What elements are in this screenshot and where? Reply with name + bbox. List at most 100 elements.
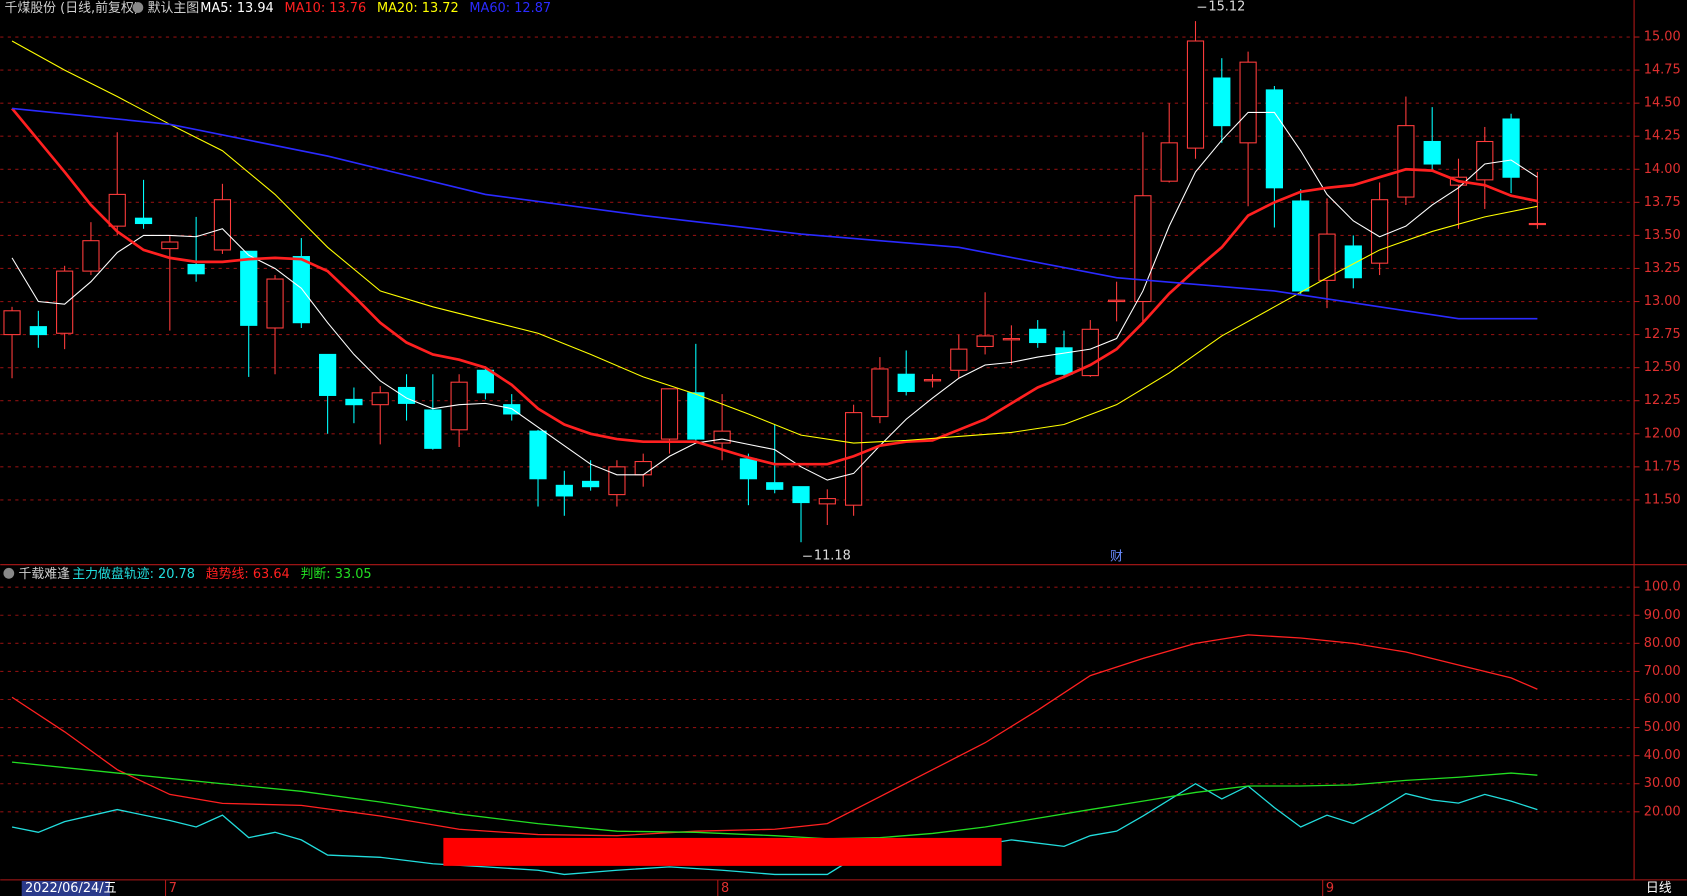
y-tick-label: 40.00 (1644, 748, 1681, 763)
candle-body (897, 373, 915, 392)
y-tick-label: 12.00 (1644, 426, 1681, 441)
candle-body (976, 335, 994, 348)
candle-body (634, 461, 652, 476)
candle-body (187, 263, 205, 275)
legend-entry: MA20: 13.72 (377, 1, 459, 16)
y-tick-label: 80.00 (1644, 636, 1681, 651)
candle-body (319, 353, 337, 396)
line-series (11, 761, 1538, 840)
y-tick-label: 14.50 (1644, 96, 1681, 111)
candle-body (292, 256, 310, 324)
y-tick-label: 12.25 (1644, 393, 1681, 408)
candle-body (1002, 338, 1021, 341)
candle-body (1055, 347, 1073, 375)
candle-body (503, 404, 521, 415)
candle-body (371, 392, 389, 406)
y-tick-label: 30.00 (1644, 776, 1681, 791)
y-tick-label: 13.75 (1644, 195, 1681, 210)
candle-body (108, 193, 126, 227)
line-series (11, 107, 1538, 466)
line-series (11, 107, 1538, 320)
candle-body (766, 482, 784, 490)
legend-entry: 趋势线: 63.64 (206, 566, 290, 582)
y-tick-label: 14.25 (1644, 129, 1681, 144)
y-tick-label: 14.00 (1644, 162, 1681, 177)
candle-body (871, 368, 889, 418)
candle-body (56, 270, 74, 334)
candle-body (660, 388, 679, 440)
x-tick-label: 7 (169, 881, 177, 896)
candle-body (397, 386, 416, 404)
candle-body (1370, 199, 1389, 264)
candle-body (1476, 140, 1494, 181)
y-tick-label: 70.00 (1644, 664, 1681, 679)
y-tick-label: 100.0 (1644, 580, 1681, 595)
legend-entry: MA5: 13.94 (200, 1, 273, 16)
candle-body (1239, 61, 1257, 144)
candle-body (1344, 245, 1362, 279)
candle-body (1029, 328, 1047, 344)
candle-body (923, 379, 942, 382)
y-tick-label: 12.75 (1644, 327, 1681, 342)
redaction-box (443, 837, 1002, 866)
menu-icon[interactable] (3, 567, 15, 579)
candle-body (1160, 142, 1178, 182)
candle-body (608, 466, 626, 496)
annotation-label: 11.18 (814, 549, 851, 564)
candle-body (713, 430, 731, 444)
y-tick-label: 13.50 (1644, 228, 1681, 243)
legend-entry: MA60: 12.87 (469, 1, 551, 16)
candle-body (950, 348, 968, 371)
candle-body (1423, 140, 1441, 165)
candle-body (1502, 118, 1520, 178)
y-tick-label: 15.00 (1644, 30, 1681, 45)
x-tick-label: 8 (721, 881, 729, 896)
line-series (11, 634, 1538, 837)
candle-body (266, 278, 284, 329)
candle-body (1397, 125, 1415, 198)
stock-title: 千煤股份 (日线,前复权) (5, 0, 139, 16)
main-chart-label[interactable]: 默认主图 (148, 0, 200, 16)
candle-body (529, 430, 547, 480)
cursor-date: 2022/06/24/五 (25, 881, 117, 896)
candle-body (240, 250, 258, 326)
annotation-label: 15.12 (1208, 0, 1245, 15)
candle-body (818, 498, 836, 505)
legend-entry: 判断: 33.05 (300, 567, 371, 582)
line-series (11, 111, 1538, 481)
candle-body (476, 369, 495, 394)
candle-body (345, 398, 363, 406)
candle-body (424, 409, 442, 449)
candle-body (555, 484, 573, 497)
candle-body (687, 392, 705, 440)
legend-entry: MA10: 13.76 (285, 1, 367, 16)
line-series (11, 40, 1538, 444)
period-label[interactable]: 日线 (1646, 881, 1672, 896)
candle-body (1292, 200, 1310, 292)
y-tick-label: 13.00 (1644, 294, 1681, 309)
candle-body (1265, 89, 1284, 189)
cursor-date-box (21, 880, 110, 896)
y-tick-label: 20.00 (1644, 804, 1681, 819)
y-tick-label: 11.75 (1644, 459, 1681, 474)
candle-body (1528, 222, 1546, 226)
indicator-title: 千载难逢 (18, 567, 70, 582)
legend-entry: 主力做盘轨迹: 20.78 (72, 566, 195, 582)
y-tick-label: 60.00 (1644, 692, 1681, 707)
candle-body (1186, 40, 1205, 149)
event-marker: 财 (1110, 550, 1123, 565)
candle-body (3, 310, 21, 336)
candle-body (1134, 195, 1152, 303)
y-tick-label: 12.50 (1644, 360, 1681, 375)
candle-body (1318, 233, 1336, 281)
candle-body (213, 199, 232, 251)
menu-icon[interactable] (132, 2, 144, 13)
candle-body (29, 326, 47, 336)
candle-body (582, 480, 600, 488)
candle-body (161, 241, 179, 250)
candle-body (792, 486, 810, 504)
candle-body (82, 240, 100, 272)
